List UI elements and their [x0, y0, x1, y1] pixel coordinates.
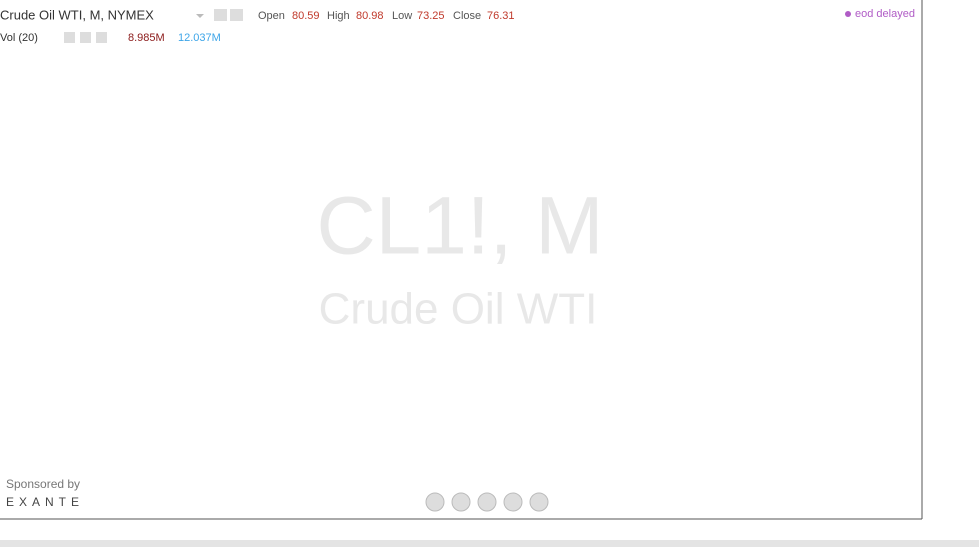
volume-value: 8.985M — [128, 32, 165, 44]
symbol-title: Crude Oil WTI, M, NYMEX — [0, 7, 154, 22]
volume-ma-value: 12.037M — [178, 32, 221, 44]
sponsor-name: EXANTE — [6, 495, 84, 509]
zoom-in[interactable] — [503, 492, 523, 512]
icon-settings[interactable] — [214, 9, 227, 21]
open-value: 80.59 — [292, 10, 320, 22]
bottom-bar — [0, 540, 979, 547]
status: eod delayed — [855, 8, 915, 20]
close-value: 76.31 — [487, 10, 515, 22]
reset[interactable] — [477, 492, 497, 512]
price-axis-bg — [922, 0, 979, 540]
nav-left[interactable] — [425, 492, 445, 512]
close-label: Close — [453, 10, 481, 22]
watermark-name: Crude Oil WTI — [319, 285, 598, 334]
high-label: High — [327, 10, 350, 22]
low-label: Low — [392, 10, 412, 22]
watermark-symbol: CL1!, M — [316, 181, 603, 272]
sponsor-label: Sponsored by — [6, 477, 80, 491]
volume-title: Vol (20) — [0, 32, 38, 44]
icon-vol-hide[interactable] — [64, 32, 75, 43]
symbol-dropdown[interactable] — [196, 14, 204, 18]
icon-vol-settings[interactable] — [80, 32, 91, 43]
icon-hide[interactable] — [230, 9, 243, 21]
sponsor-box[interactable] — [0, 475, 126, 517]
nav-buttons — [425, 492, 549, 512]
high-value: 80.98 — [356, 10, 384, 22]
nav-right[interactable] — [529, 492, 549, 512]
open-label: Open — [258, 10, 285, 22]
low-value: 73.25 — [417, 10, 445, 22]
icon-vol-remove[interactable] — [96, 32, 107, 43]
status-dot — [845, 11, 851, 17]
zoom-out[interactable] — [451, 492, 471, 512]
